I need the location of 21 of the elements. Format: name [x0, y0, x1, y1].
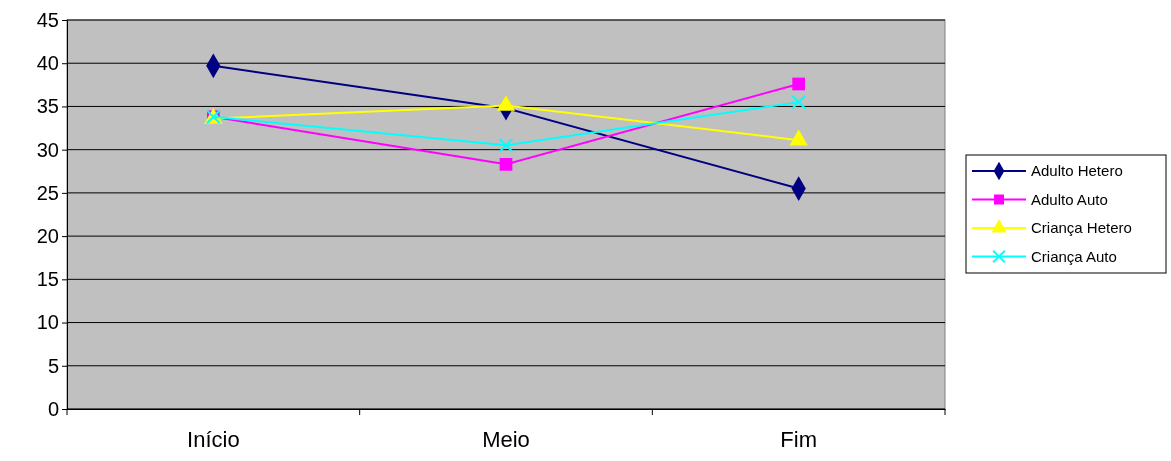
- point: [499, 158, 513, 171]
- y-tick-label: 20: [36, 225, 59, 248]
- y-tick-label: 45: [36, 8, 59, 31]
- point: [498, 137, 514, 153]
- y-tick-label: 25: [36, 181, 59, 204]
- legend-label: Criança Hetero: [1031, 219, 1132, 237]
- x-tick-label: Início: [187, 427, 240, 453]
- y-tick-label: 40: [36, 52, 59, 75]
- x-tick-label: Meio: [482, 427, 530, 453]
- legend-label: Adulto Hetero: [1031, 162, 1123, 180]
- y-tick-label: 15: [36, 268, 59, 291]
- y-tick-label: 10: [36, 311, 59, 334]
- y-tick-label: 30: [36, 138, 59, 161]
- point: [792, 77, 806, 91]
- legend-label: Criança Auto: [1031, 247, 1117, 265]
- legend-label: Adulto Auto: [1031, 190, 1108, 208]
- y-tick-label: 0: [47, 397, 59, 420]
- x-tick-label: Fim: [780, 427, 817, 453]
- y-tick-label: 5: [47, 354, 59, 377]
- point: [791, 94, 807, 110]
- y-tick-label: 35: [36, 95, 59, 118]
